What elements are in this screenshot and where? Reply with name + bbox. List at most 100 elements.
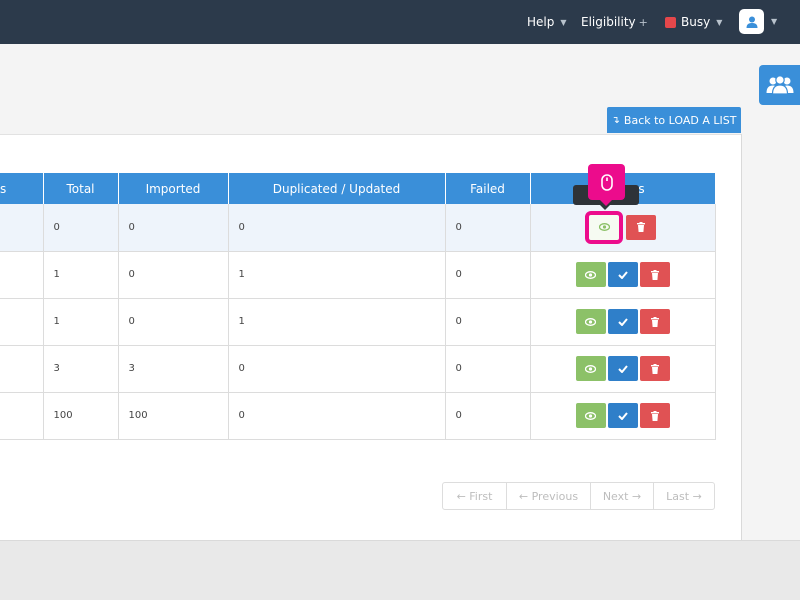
pagination-next-button[interactable]: Next →	[591, 483, 654, 509]
eye-icon	[598, 223, 610, 232]
column-header-imported[interactable]: Imported	[118, 173, 229, 204]
check-icon	[617, 317, 628, 326]
table-cell-imported: 0	[118, 298, 229, 346]
status-label: Busy	[681, 15, 711, 29]
trash-icon	[650, 410, 659, 421]
column-header[interactable]: s	[0, 173, 44, 204]
trash-icon	[650, 269, 659, 280]
table-cell	[0, 204, 44, 252]
pagination-previous-button[interactable]: ← Previous	[507, 483, 591, 509]
trash-icon	[650, 363, 659, 374]
view-button[interactable]	[575, 356, 606, 381]
view-button[interactable]	[575, 262, 606, 287]
table-row: 0 0 0 0	[0, 204, 716, 252]
view-button[interactable]	[575, 309, 606, 334]
table-cell-imported: 0	[118, 251, 229, 299]
cursor-indicator	[588, 164, 625, 200]
table-cell-imported: 0	[118, 204, 229, 252]
table-cell-failed: 0	[445, 204, 531, 252]
column-header-total[interactable]: Total	[43, 173, 119, 204]
pagination-first-button[interactable]: ← First	[443, 483, 507, 509]
delete-button[interactable]	[626, 214, 656, 240]
group-toggle-button[interactable]	[759, 65, 800, 105]
check-icon	[617, 270, 628, 279]
table-row: 1 0 1 0	[0, 251, 716, 299]
user-icon	[746, 16, 757, 28]
view-button[interactable]	[575, 403, 606, 428]
approve-button[interactable]	[607, 262, 638, 287]
check-icon	[617, 411, 628, 420]
delete-button[interactable]	[639, 403, 670, 428]
eye-icon	[585, 364, 596, 373]
pagination-last-button[interactable]: Last →	[666, 489, 702, 503]
approve-button[interactable]	[607, 309, 638, 334]
table-cell-actions	[530, 345, 716, 393]
trash-icon	[650, 316, 659, 327]
table-cell-total: 3	[43, 345, 119, 393]
table-cell	[0, 251, 44, 299]
right-gutter	[741, 134, 800, 540]
column-header-duplicated[interactable]: Duplicated / Updated	[228, 173, 446, 204]
table-cell-failed: 0	[445, 251, 531, 299]
help-label: Help	[527, 15, 555, 29]
table-cell	[0, 298, 44, 346]
table-cell-actions	[530, 251, 716, 299]
table-cell-duplicated: 0	[228, 345, 446, 393]
users-group-icon	[766, 75, 793, 95]
table-cell-total: 0	[43, 204, 119, 252]
table-cell-actions	[530, 392, 716, 440]
return-arrow-icon: ↴	[611, 114, 620, 126]
eye-icon	[585, 317, 596, 326]
help-menu[interactable]: Help ▼	[527, 0, 567, 44]
check-icon	[617, 364, 628, 373]
column-header-failed[interactable]: Failed	[445, 173, 531, 204]
table-row: 100 100 0 0	[0, 392, 716, 440]
table-cell-total: 1	[43, 298, 119, 346]
top-navbar: Help ▼ Eligibility + Busy ▼ ▼	[0, 0, 800, 44]
table-cell	[0, 392, 44, 440]
back-to-load-list-button[interactable]: ↴ Back to LOAD A LIST	[607, 107, 741, 133]
status-menu[interactable]: Busy ▼	[665, 0, 722, 44]
delete-button[interactable]	[639, 356, 670, 381]
eye-icon	[585, 270, 596, 279]
caret-down-icon: ▼	[560, 17, 567, 27]
view-button[interactable]	[585, 210, 623, 244]
status-indicator-icon	[665, 16, 676, 28]
footer-area	[0, 540, 800, 600]
table-cell-failed: 0	[445, 345, 531, 393]
tooltip-arrow	[600, 205, 610, 210]
table-cell-actions	[530, 298, 716, 346]
caret-down-icon: ▼	[716, 17, 723, 27]
table-row: 1 0 1 0	[0, 298, 716, 346]
import-results-table: s Total Imported Duplicated / Updated Fa…	[0, 173, 716, 440]
table-cell-imported: 100	[118, 392, 229, 440]
mouse-icon	[600, 173, 613, 191]
trash-icon	[637, 222, 645, 233]
eye-icon	[585, 411, 596, 420]
table-cell-total: 1	[43, 251, 119, 299]
table-cell-duplicated: 0	[228, 392, 446, 440]
table-cell-duplicated: 1	[228, 251, 446, 299]
table-header-row: s Total Imported Duplicated / Updated Fa…	[0, 173, 715, 204]
eligibility-menu[interactable]: Eligibility +	[581, 0, 648, 44]
back-button-label: Back to LOAD A LIST	[623, 113, 737, 127]
table-cell-total: 100	[43, 392, 119, 440]
approve-button[interactable]	[607, 356, 638, 381]
cursor-indicator-arrow	[599, 199, 613, 206]
pagination: ← First ← Previous Next → Last →	[442, 482, 715, 510]
table-cell-duplicated: 0	[228, 204, 446, 252]
delete-button[interactable]	[639, 262, 670, 287]
caret-down-icon: ▼	[771, 17, 778, 26]
eligibility-label: Eligibility	[581, 15, 636, 29]
table-cell-actions	[530, 204, 716, 252]
table-cell	[0, 345, 44, 393]
table-cell-failed: 0	[445, 298, 531, 346]
table-cell-imported: 3	[118, 345, 229, 393]
delete-button[interactable]	[639, 309, 670, 334]
user-menu[interactable]: ▼	[739, 9, 777, 34]
table-cell-failed: 0	[445, 392, 531, 440]
avatar[interactable]	[739, 9, 764, 34]
table-cell-duplicated: 1	[228, 298, 446, 346]
approve-button[interactable]	[607, 403, 638, 428]
table-row: 3 3 0 0	[0, 345, 716, 393]
